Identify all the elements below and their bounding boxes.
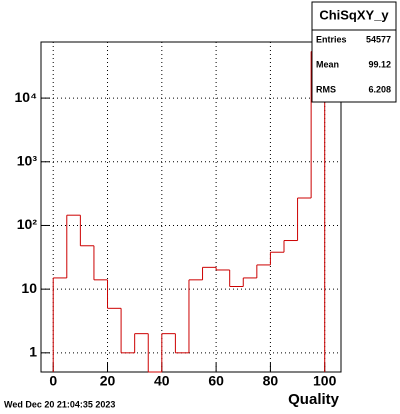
x-axis-label: Quality — [288, 391, 340, 408]
x-tick-label: 40 — [154, 373, 170, 389]
stats-value: 54577 — [366, 34, 391, 44]
stats-label: RMS — [316, 84, 336, 94]
y-tick-label: 10 — [21, 280, 37, 296]
stats-value: 6.208 — [368, 84, 391, 94]
y-tick-label: 10³ — [17, 152, 38, 168]
x-tick-label: 0 — [49, 373, 57, 389]
y-tick-label: 10² — [17, 216, 38, 232]
y-tick-label: 1 — [29, 344, 37, 360]
timestamp: Wed Dec 20 21:04:35 2023 — [4, 399, 115, 409]
stats-box — [311, 1, 397, 103]
x-tick-label: 60 — [208, 373, 224, 389]
y-tick-label: 10⁴ — [15, 89, 38, 105]
x-tick-label: 80 — [263, 373, 279, 389]
stats-value: 99.12 — [368, 59, 391, 69]
x-tick-label: 20 — [100, 373, 116, 389]
plot-frame — [40, 41, 342, 373]
stats-label: Entries — [316, 34, 347, 44]
x-tick-label: 100 — [313, 373, 337, 389]
stats-title: ChiSqXY_y — [319, 7, 389, 22]
stats-label: Mean — [316, 59, 339, 69]
